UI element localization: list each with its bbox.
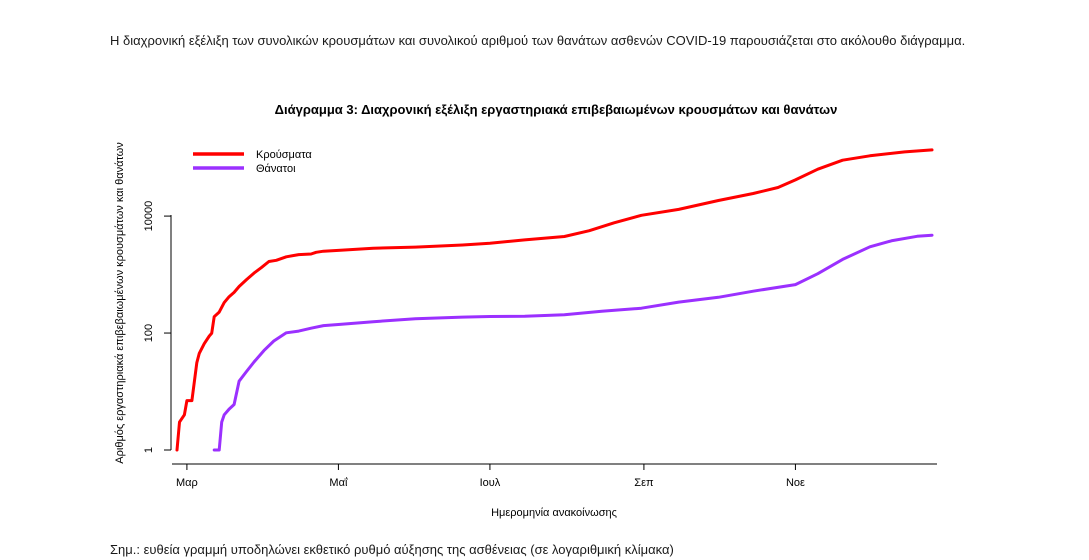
y-axis-label: Αριθμός εργαστηριακά επιβεβαιωμένων κρου… bbox=[114, 142, 126, 464]
y-tick-label: 1 bbox=[143, 447, 155, 453]
x-tick-label: Μαΐ bbox=[329, 477, 348, 489]
x-tick-label: Μαρ bbox=[176, 477, 198, 489]
series-line-deaths bbox=[212, 233, 934, 452]
x-tick-label: Σεπ bbox=[634, 477, 654, 489]
line-chart: Διάγραμμα 3: Διαχρονική εξέλιξη εργαστηρ… bbox=[114, 102, 937, 519]
y-ticks: 1 100 10000 bbox=[143, 201, 171, 453]
series-layer bbox=[175, 148, 934, 452]
y-tick-label: 100 bbox=[143, 324, 155, 342]
legend-label-cases: Κρούσματα bbox=[256, 149, 312, 161]
legend-label-deaths: Θάνατοι bbox=[256, 163, 296, 175]
footnote: Σημ.: ευθεία γραμμή υποδηλώνει εκθετικό … bbox=[110, 542, 674, 557]
x-tick-label: Ιουλ bbox=[480, 477, 501, 489]
axes bbox=[170, 215, 937, 465]
chart-title: Διάγραμμα 3: Διαχρονική εξέλιξη εργαστηρ… bbox=[275, 102, 838, 117]
y-tick-label: 10000 bbox=[143, 201, 155, 232]
intro-paragraph: Η διαχρονική εξέλιξη των συνολικών κρουσ… bbox=[110, 33, 966, 48]
x-axis-label: Ημερομηνία ανακοίνωσης bbox=[491, 507, 617, 519]
x-tick-label: Νοε bbox=[786, 477, 805, 489]
legend: Κρούσματα Θάνατοι bbox=[193, 149, 312, 175]
series-line-cases bbox=[175, 148, 934, 452]
x-ticks: Μαρ Μαΐ Ιουλ Σεπ Νοε bbox=[176, 464, 805, 489]
